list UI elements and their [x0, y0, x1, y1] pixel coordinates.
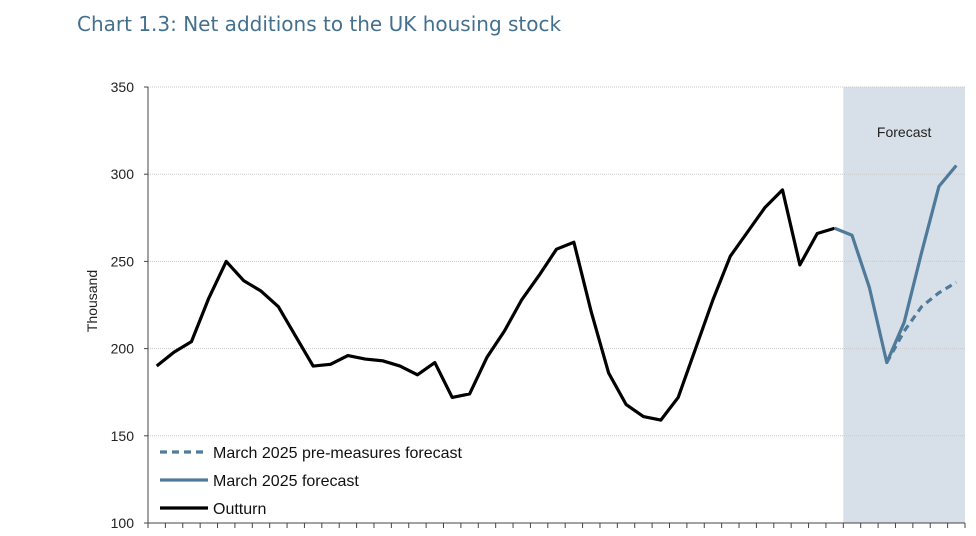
y-tick-label: 350 [111, 79, 135, 95]
forecast-label: Forecast [877, 124, 932, 140]
y-axis-label: Thousand [84, 270, 100, 332]
y-tick-label: 150 [111, 428, 135, 444]
legend-label: March 2025 pre-measures forecast [213, 445, 463, 462]
series-line-march-2025-forecast [834, 164, 958, 365]
series-line-march-2025-pre-measures-forecast [885, 280, 958, 364]
forecast-shade [843, 87, 965, 523]
y-tick-label: 100 [111, 515, 135, 531]
y-tick-label: 250 [111, 253, 135, 269]
legend-label: March 2025 forecast [213, 473, 359, 490]
y-tick-label: 200 [111, 341, 135, 357]
chart-title: Chart 1.3: Net additions to the UK housi… [77, 12, 562, 36]
series-line-outturn [155, 188, 836, 422]
legend-label: Outturn [213, 501, 266, 518]
y-tick-label: 300 [111, 166, 135, 182]
